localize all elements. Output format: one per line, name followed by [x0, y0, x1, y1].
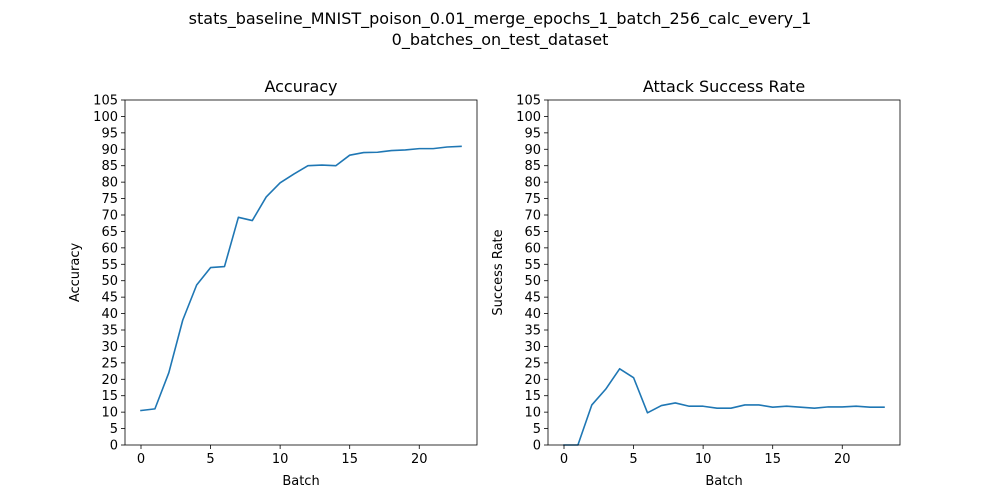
attack-success-x-tick-label: 0 [560, 452, 568, 467]
attack-success-y-tick-label: 55 [524, 258, 541, 273]
accuracy-series-line [140, 145, 462, 412]
accuracy-y-tick-label: 35 [101, 324, 118, 339]
accuracy-y-tick-label: 15 [101, 389, 118, 404]
attack-success-y-tick-label: 90 [524, 143, 541, 158]
attack-success-x-tick-label: 10 [695, 452, 712, 467]
accuracy-y-tick-label: 5 [110, 422, 118, 437]
accuracy-axes-frame [124, 99, 478, 446]
figure-suptitle-line2: 0_batches_on_test_dataset [392, 30, 609, 50]
attack-success-y-tick-label: 5 [533, 422, 541, 437]
attack-success-y-tick-label: 95 [524, 126, 541, 141]
attack-success-y-tick-label: 0 [533, 439, 541, 454]
attack-success-axes-frame [547, 99, 901, 446]
accuracy-y-tick-label: 55 [101, 258, 118, 273]
accuracy-y-tick-label: 75 [101, 192, 118, 207]
attack-success-x-tick-label: 20 [834, 452, 851, 467]
attack-success-y-tick-label: 20 [524, 373, 541, 388]
attack-success-x-tick-label: 15 [764, 452, 781, 467]
figure-suptitle-line1: stats_baseline_MNIST_poison_0.01_merge_e… [189, 9, 812, 29]
accuracy-y-tick-label: 25 [101, 356, 118, 371]
accuracy-y-tick-label: 70 [101, 209, 118, 224]
attack-success-y-tick-label: 70 [524, 209, 541, 224]
accuracy-y-tick-label: 50 [101, 274, 118, 289]
attack-success-x-tick-label: 5 [629, 452, 637, 467]
accuracy-y-axis-label: Accuracy [68, 243, 83, 303]
attack-success-y-axis-label: Success Rate [491, 229, 506, 315]
accuracy-chart-title: Accuracy [264, 77, 337, 96]
attack-success-y-tick-label: 50 [524, 274, 541, 289]
attack-success-y-tick-label: 65 [524, 225, 541, 240]
attack-success-y-tick-label: 85 [524, 159, 541, 174]
accuracy-x-tick-label: 10 [272, 452, 289, 467]
attack-success-y-tick-label: 10 [524, 406, 541, 421]
attack-success-y-tick-label: 80 [524, 176, 541, 191]
accuracy-x-tick-label: 5 [206, 452, 214, 467]
accuracy-y-tick-label: 85 [101, 159, 118, 174]
attack-success-x-axis-label: Batch [705, 474, 742, 489]
accuracy-y-tick-label: 105 [93, 94, 118, 109]
accuracy-y-tick-label: 10 [101, 406, 118, 421]
attack-success-y-tick-label: 105 [516, 94, 541, 109]
attack-success-y-tick-label: 25 [524, 356, 541, 371]
accuracy-x-tick-label: 15 [341, 452, 358, 467]
attack-success-chart-title: Attack Success Rate [643, 77, 805, 96]
attack-success-y-tick-label: 75 [524, 192, 541, 207]
accuracy-x-tick-label: 20 [411, 452, 428, 467]
attack-success-y-tick-label: 30 [524, 340, 541, 355]
attack-success-series-line [563, 367, 885, 446]
accuracy-y-tick-label: 60 [101, 241, 118, 256]
accuracy-y-tick-label: 80 [101, 176, 118, 191]
accuracy-x-axis-label: Batch [282, 474, 319, 489]
accuracy-y-tick-label: 95 [101, 126, 118, 141]
attack-success-y-tick-label: 35 [524, 324, 541, 339]
attack-success-y-tick-label: 40 [524, 307, 541, 322]
accuracy-y-tick-label: 65 [101, 225, 118, 240]
accuracy-y-tick-label: 100 [93, 110, 118, 125]
attack-success-y-tick-label: 15 [524, 389, 541, 404]
accuracy-y-tick-label: 90 [101, 143, 118, 158]
accuracy-y-tick-label: 30 [101, 340, 118, 355]
accuracy-y-tick-label: 45 [101, 291, 118, 306]
attack-success-y-tick-label: 100 [516, 110, 541, 125]
accuracy-y-tick-label: 0 [110, 439, 118, 454]
accuracy-x-tick-label: 0 [137, 452, 145, 467]
accuracy-y-tick-label: 20 [101, 373, 118, 388]
attack-success-y-tick-label: 45 [524, 291, 541, 306]
attack-success-y-tick-label: 60 [524, 241, 541, 256]
accuracy-y-tick-label: 40 [101, 307, 118, 322]
